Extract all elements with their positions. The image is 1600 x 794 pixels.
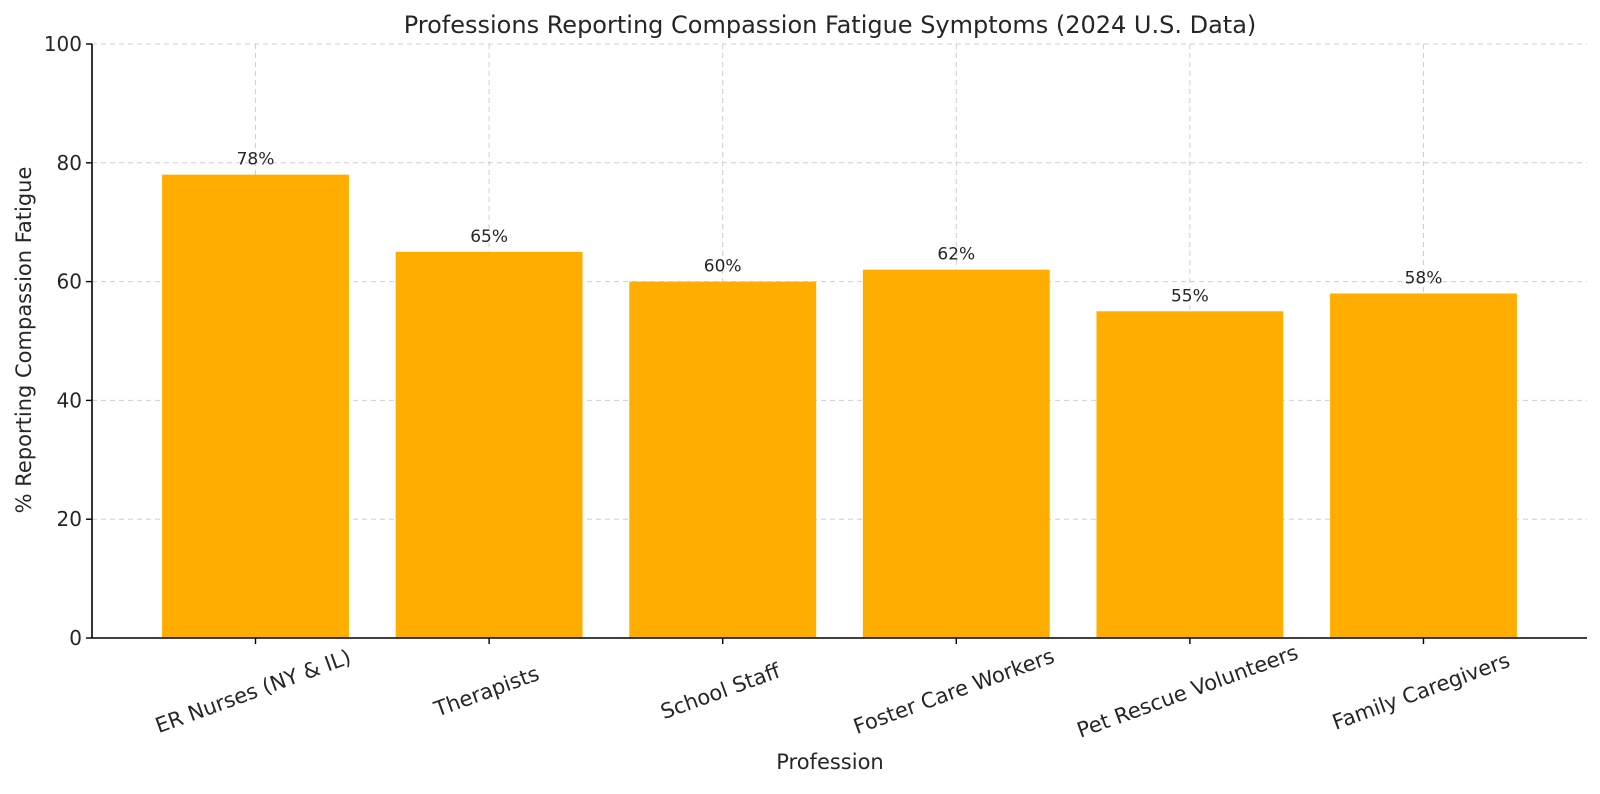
x-tick-label: School Staff bbox=[657, 659, 783, 725]
data-labels: 78% 65% 60% 62% 55% 58% bbox=[237, 150, 1443, 307]
chart-title: Professions Reporting Compassion Fatigue… bbox=[404, 11, 1257, 39]
x-tick-label: ER Nurses (NY & IL) bbox=[152, 645, 354, 738]
bar bbox=[862, 269, 1050, 638]
bar bbox=[1096, 311, 1284, 638]
y-tick-label: 0 bbox=[69, 626, 82, 650]
bar-value-label: 65% bbox=[470, 227, 508, 247]
x-tick-label: Pet Rescue Volunteers bbox=[1074, 640, 1302, 742]
bar-value-label: 60% bbox=[704, 257, 742, 277]
y-tick-label: 80 bbox=[57, 151, 82, 175]
x-axis-label: Profession bbox=[776, 750, 884, 774]
bar-value-label: 58% bbox=[1405, 268, 1443, 288]
y-tick-label: 60 bbox=[57, 270, 82, 294]
x-tick-labels: ER Nurses (NY & IL) Therapists School Staf… bbox=[152, 640, 1513, 742]
y-tick-label: 40 bbox=[57, 388, 82, 412]
y-tick-label: 20 bbox=[57, 507, 82, 531]
bar-value-label: 62% bbox=[937, 245, 975, 265]
x-tick-label: Family Caregivers bbox=[1329, 648, 1513, 734]
y-axis-label: % Reporting Compassion Fatigue bbox=[12, 167, 36, 514]
x-tick-label: Foster Care Workers bbox=[850, 644, 1057, 739]
axes bbox=[86, 43, 1587, 644]
x-tick-label: Therapists bbox=[430, 661, 542, 721]
bar bbox=[1330, 293, 1517, 638]
bar bbox=[395, 251, 583, 638]
bar-value-label: 78% bbox=[237, 150, 275, 170]
bar bbox=[629, 281, 817, 638]
y-tick-label: 100 bbox=[44, 32, 82, 56]
bars bbox=[162, 174, 1517, 638]
bar-value-label: 55% bbox=[1171, 286, 1209, 306]
y-tick-labels: 0 20 40 60 80 100 bbox=[44, 32, 82, 650]
bar bbox=[162, 174, 349, 638]
